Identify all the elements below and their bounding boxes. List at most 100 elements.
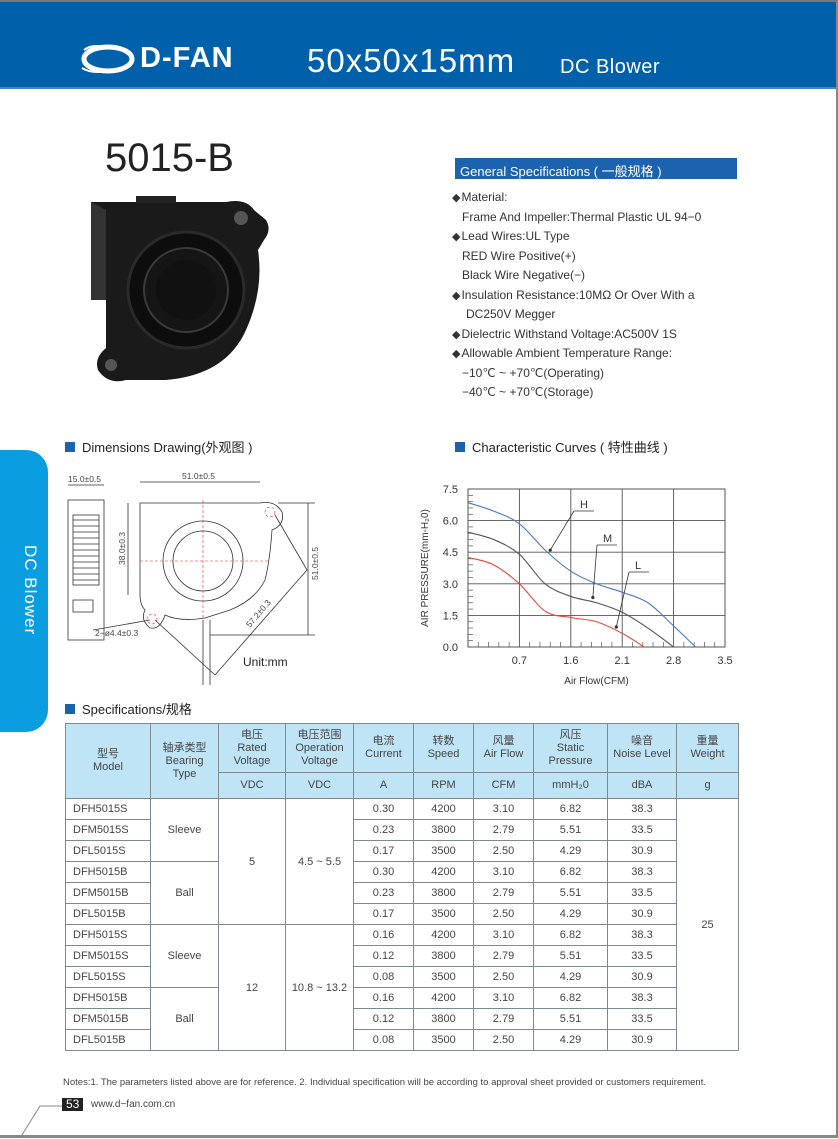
pressure-cell: 5.51 [533,819,608,841]
section-square-icon [65,441,75,452]
column-header: 电流 Current [353,723,414,773]
page-subtitle: DC Blower [560,56,661,78]
airflow-cell: 2.50 [473,1029,534,1051]
model-cell: DFL5015S [65,840,151,862]
unit-label: Unit:mm [243,655,288,669]
pressure-cell: 5.51 [533,882,608,904]
website-link[interactable]: www.d−fan.com.cn [91,1099,176,1110]
column-header: 重量 Weight [676,723,739,773]
airflow-cell: 2.79 [473,945,534,967]
table-row: DFH5015B Ball 0.16 4200 3.10 6.82 38.3 [65,987,739,1051]
header-cn: 型号 [97,748,119,760]
header-cn: 电压 [241,728,263,741]
model-cell: DFM5015S [65,819,151,841]
specifications-heading-text: Specifications/规格 [82,702,192,717]
spec-text: Material: [461,190,508,204]
noise-cell: 33.5 [607,1008,677,1030]
noise-cell: 30.9 [607,966,677,988]
notes: Notes:1. The parameters listed above are… [63,1077,706,1088]
x-tick-label: 2.1 [615,655,630,667]
y-tick-label: 4.5 [443,547,458,559]
current-cell: 0.17 [353,903,414,925]
column-header: 电压 Rated Voltage [218,723,286,773]
operation-voltage-cell: 4.5 ~ 5.5 [285,798,354,925]
speed-cell: 3500 [413,966,474,988]
table-row: DFM5015S 0.12 3800 2.79 5.51 33.5 [65,945,739,967]
header-en: Operation Voltage [295,741,344,767]
bearing-cell: Sleeve [150,924,219,988]
rated-voltage-cell: 12 [218,924,286,1051]
current-cell: 0.12 [353,945,414,967]
spec-line: ◆Allowable Ambient Temperature Range: [452,344,701,364]
unit-header: g [676,772,739,799]
arrow-head-icon [614,625,618,629]
pressure-cell: 5.51 [533,945,608,967]
airflow-cell: 2.79 [473,882,534,904]
header-en: Air Flow [483,748,524,760]
dimensions-heading-text: Dimensions Drawing(外观图 ) [82,440,253,455]
noise-cell: 30.9 [607,840,677,862]
header-en: Speed [427,748,460,760]
spec-text: Frame And Impeller:Thermal Plastic UL 94… [462,209,702,224]
header-en: Rated Voltage [233,741,271,767]
brand-logo: D-FAN [78,42,234,75]
airflow-cell: 2.79 [473,1008,534,1030]
bearing-cell: Sleeve [150,798,219,862]
spec-text: Lead Wires:UL Type [461,229,570,243]
column-header: 噪音 Noise Level [607,723,677,773]
series-label-M: M [603,533,612,545]
header-en: Weight [690,748,725,760]
header-en: Static Pressure [548,741,593,767]
unit-header: CFM [473,772,534,799]
spec-text: −40℃ ~ +70℃(Storage) [462,385,594,399]
y-tick-label: 0.0 [443,642,458,654]
model-cell: DFM5015S [65,945,151,967]
bearing-cell: Ball [150,861,219,925]
y-tick-label: 6.0 [443,516,458,528]
header-cn: 电流 [372,735,395,747]
section-square-icon [455,441,465,452]
diamond-bullet-icon: ◆ [452,231,461,243]
spec-line: −10℃ ~ +70℃(Operating) [452,364,701,384]
speed-cell: 4200 [413,861,474,883]
diamond-bullet-icon: ◆ [452,328,461,341]
footer-decor-line [20,1105,62,1139]
spec-line: RED Wire Positive(+) [452,247,701,267]
diamond-bullet-icon: ◆ [452,289,461,302]
pressure-cell: 4.29 [533,840,608,862]
current-cell: 0.12 [353,1008,414,1030]
unit-header: RPM [413,772,474,799]
speed-cell: 4200 [413,798,474,820]
unit-header: mmH₂0 [533,772,608,799]
table-row: DFH5015S Sleeve 12 10.8 ~ 13.2 0.16 4200 3.10 6… [65,924,739,1051]
general-specs-heading: General Specifications ( 一般规格 ) [455,158,737,179]
pressure-cell: 4.29 [533,1029,608,1051]
section-square-icon [65,703,75,714]
x-axis-title: Air Flow(CFM) [564,676,628,687]
table-row: DFL5015B 0.17 3500 2.50 4.29 30.9 [65,903,739,925]
airflow-cell: 3.10 [473,861,534,883]
column-header: 型号 Model [65,723,151,799]
noise-cell: 33.5 [607,882,677,904]
spec-line: ◆Dielectric Withstand Voltage:AC500V 1S [452,325,701,345]
pressure-cell: 6.82 [533,924,608,946]
header-cn: 风压 [559,728,582,741]
annotation-arrow [615,571,630,628]
page-number: 53 [62,1098,84,1111]
model-cell: DFL5015S [65,966,151,988]
model-title: 5015-B [105,136,234,180]
specifications-table: 型号 Model 轴承类型 Bearing Type 电压 Rated Voltage 电压… [65,723,739,1051]
header-banner: D-FAN 50x50x15mm DC Blower [0,2,836,89]
current-cell: 0.16 [353,987,414,1009]
spec-text: RED Wire Positive(+) [462,248,576,263]
y-tick-label: 7.5 [443,484,458,496]
header-cn: 重量 [696,735,719,747]
characteristic-curves-chart: 0.0 1.5 3.0 4.5 6.0 7.5 0.7 1.6 2.1 2.8 3.5 Air Flo… [420,484,733,687]
noise-cell: 38.3 [607,987,677,1009]
spec-line: Black Wire Negative(−) [452,266,701,286]
unit-header: dBA [607,772,677,799]
speed-cell: 3500 [413,903,474,925]
column-header: 转数 Speed [413,723,474,773]
diamond-bullet-icon: ◆ [452,192,461,204]
y-tick-label: 3.0 [443,579,458,591]
